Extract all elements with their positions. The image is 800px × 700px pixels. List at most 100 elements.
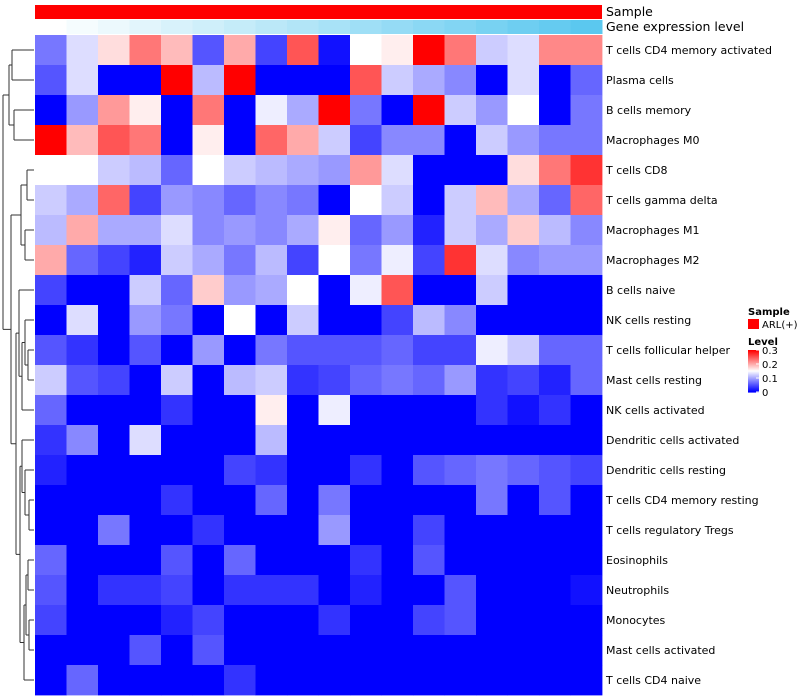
heatmap-cell xyxy=(98,425,130,456)
gene-expression-annotation-cell xyxy=(255,20,288,34)
heatmap-cell xyxy=(476,305,508,336)
heatmap-cell xyxy=(161,605,193,636)
heatmap-cell xyxy=(413,635,445,666)
heatmap-cell xyxy=(444,35,477,66)
heatmap-cell xyxy=(287,95,319,126)
heatmap-cell xyxy=(413,125,445,156)
heatmap-cell xyxy=(35,125,67,156)
heatmap-cell xyxy=(539,365,571,396)
heatmap-cell xyxy=(35,245,67,276)
heatmap-cell xyxy=(381,575,414,606)
heatmap-cell xyxy=(35,485,67,516)
heatmap-cell xyxy=(507,605,540,636)
heatmap-cell xyxy=(539,665,571,696)
heatmap-cell xyxy=(318,485,351,516)
heatmap-cell xyxy=(444,515,477,546)
heatmap-cell xyxy=(476,35,508,66)
heatmap-cell xyxy=(539,545,571,576)
heatmap-cell xyxy=(507,665,540,696)
legend-gradient-step xyxy=(748,357,759,359)
heatmap-cell xyxy=(66,245,99,276)
heatmap-cell xyxy=(224,605,256,636)
heatmap-cell xyxy=(318,215,351,246)
heatmap-cell xyxy=(98,95,130,126)
heatmap-cell xyxy=(413,425,445,456)
heatmap-cell xyxy=(444,125,477,156)
heatmap-cell xyxy=(98,485,130,516)
heatmap-cell xyxy=(350,305,382,336)
heatmap-cell xyxy=(129,395,162,426)
heatmap-cell xyxy=(224,305,256,336)
legend-gradient-step xyxy=(748,365,759,367)
heatmap-cell xyxy=(66,155,99,186)
heatmap-cell xyxy=(66,215,99,246)
row-label: NK cells resting xyxy=(606,314,691,327)
heatmap-cell xyxy=(35,635,67,666)
heatmap-cell xyxy=(255,125,288,156)
heatmap-cell xyxy=(35,185,67,216)
row-label: B cells memory xyxy=(606,104,692,117)
heatmap-cell xyxy=(444,395,477,426)
gene-expression-annotation-cell xyxy=(161,20,193,34)
heatmap-cell xyxy=(413,65,445,96)
legend-gradient-step xyxy=(748,379,759,381)
heatmap-cell xyxy=(129,635,162,666)
heatmap-cell xyxy=(476,575,508,606)
heatmap-cell xyxy=(161,635,193,666)
row-label: T cells gamma delta xyxy=(605,194,718,207)
heatmap-cell xyxy=(476,215,508,246)
row-label: Dendritic cells activated xyxy=(606,434,739,447)
heatmap-cell xyxy=(129,275,162,306)
heatmap-cell xyxy=(350,365,382,396)
heatmap-cell xyxy=(539,155,571,186)
heatmap-cell xyxy=(350,275,382,306)
heatmap-cell xyxy=(98,185,130,216)
heatmap-cell xyxy=(35,365,67,396)
sample-annotation-label: Sample xyxy=(606,4,653,19)
heatmap-cell xyxy=(413,35,445,66)
row-label: T cells CD4 memory activated xyxy=(605,44,772,57)
heatmap-cell xyxy=(413,365,445,396)
heatmap-cell xyxy=(444,485,477,516)
heatmap-cell xyxy=(129,35,162,66)
heatmap-cell xyxy=(255,575,288,606)
row-label: Dendritic cells resting xyxy=(606,464,726,477)
heatmap-cell xyxy=(444,545,477,576)
legend-gradient-step xyxy=(748,381,759,383)
heatmap-cell xyxy=(98,155,130,186)
heatmap-cell xyxy=(350,245,382,276)
heatmap-cell xyxy=(98,365,130,396)
heatmap-cell xyxy=(318,575,351,606)
heatmap-cell xyxy=(255,485,288,516)
legend-tick-label: 0.2 xyxy=(762,360,778,371)
heatmap-cell xyxy=(287,335,319,366)
heatmap-cell xyxy=(192,605,225,636)
heatmap-cell xyxy=(444,635,477,666)
heatmap-cell xyxy=(192,215,225,246)
heatmap-cell xyxy=(192,485,225,516)
heatmap-cell xyxy=(507,365,540,396)
heatmap-cell xyxy=(35,275,67,306)
heatmap-cell xyxy=(35,515,67,546)
heatmap-cell xyxy=(444,95,477,126)
heatmap-cell xyxy=(318,515,351,546)
gene-expression-annotation-cell xyxy=(539,20,571,34)
heatmap-cell xyxy=(224,575,256,606)
heatmap-cell xyxy=(570,515,603,546)
heatmap-cell xyxy=(476,245,508,276)
heatmap-cell xyxy=(413,515,445,546)
gene-expression-annotation-cell xyxy=(98,20,130,34)
heatmap-cell xyxy=(381,425,414,456)
legend-gradient-step xyxy=(748,391,759,393)
heatmap-cell xyxy=(381,605,414,636)
heatmap-cell xyxy=(350,395,382,426)
heatmap-cell xyxy=(507,455,540,486)
heatmap-cell xyxy=(255,65,288,96)
legend-gradient-step xyxy=(748,364,759,366)
heatmap-cell xyxy=(570,245,603,276)
heatmap-cell xyxy=(161,395,193,426)
legend-tick-label: 0.3 xyxy=(762,346,778,357)
heatmap-cell xyxy=(539,125,571,156)
heatmap-cell xyxy=(35,545,67,576)
legend-sample-entry: ARL(+) xyxy=(762,320,798,331)
